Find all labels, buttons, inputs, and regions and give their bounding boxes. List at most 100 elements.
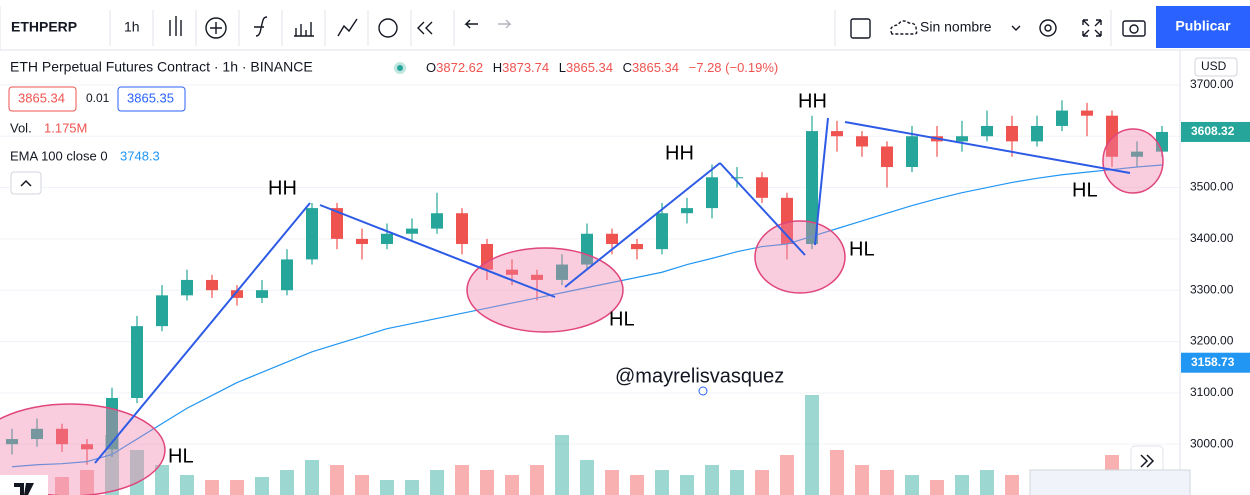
candle-body <box>1156 131 1168 152</box>
candle-body <box>81 444 93 450</box>
redo-icon <box>498 19 512 29</box>
volume-bar <box>230 480 244 495</box>
alert-icon[interactable] <box>378 18 398 38</box>
volume-bar <box>505 475 519 495</box>
logo <box>14 483 34 495</box>
volume-bar <box>80 470 94 495</box>
y-tick-label: 3700.00 <box>1190 77 1234 91</box>
candle-body <box>581 233 593 265</box>
candle-body <box>656 213 668 250</box>
dropdown-icon[interactable] <box>1011 25 1021 31</box>
candle-body <box>206 279 218 291</box>
candle-body <box>381 233 393 245</box>
ema-label: EMA 100 close 0 <box>10 148 108 163</box>
price-axis <box>1180 50 1250 495</box>
y-tick-label: 3400.00 <box>1190 231 1234 245</box>
candle-body <box>706 177 718 209</box>
settings-icon[interactable] <box>1039 19 1057 37</box>
candle-body <box>1006 125 1018 142</box>
cloud-icon <box>890 20 918 35</box>
bid: 3865.34 <box>18 90 65 105</box>
candle-body <box>6 439 18 445</box>
fullscreen-icon[interactable] <box>1082 19 1102 37</box>
volume-bar <box>580 460 594 495</box>
drawings <box>0 128 1164 495</box>
publish-button[interactable] <box>1156 6 1250 48</box>
price-tag-label: 3608.32 <box>1191 124 1235 138</box>
ema-line <box>11 164 1163 468</box>
annotation: HL <box>168 445 194 467</box>
trend-line <box>94 202 311 464</box>
volume-bar <box>105 435 119 495</box>
candle-body <box>356 238 368 245</box>
volume-bar <box>630 475 644 495</box>
volume-bar <box>480 470 494 495</box>
separators <box>109 10 1112 46</box>
trend-lines <box>94 117 1131 464</box>
volume-bar <box>280 470 294 495</box>
candle-body <box>131 326 143 398</box>
volume-bar <box>880 470 894 495</box>
trend-line <box>844 121 1131 174</box>
candle-body <box>456 213 468 245</box>
volume-bar <box>455 465 469 495</box>
function-icon[interactable] <box>254 16 268 37</box>
camera-icon[interactable] <box>1122 20 1146 37</box>
candle-body <box>856 136 868 147</box>
value: 3873.74 <box>502 60 549 75</box>
interval[interactable]: 1h <box>124 19 140 35</box>
trend-line <box>719 162 806 256</box>
candle-body <box>981 125 993 137</box>
publish-label: Publicar <box>1175 18 1231 34</box>
candles-icon[interactable] <box>169 16 182 36</box>
candle-body <box>631 244 643 250</box>
bottom-toolbar <box>1029 469 1191 495</box>
currency-button[interactable] <box>1194 57 1238 77</box>
sell-button[interactable] <box>8 86 77 112</box>
label: C <box>623 60 632 75</box>
volume-bar <box>305 460 319 495</box>
y-tick-label: 3500.00 <box>1190 180 1234 194</box>
compare-icon[interactable] <box>337 18 358 37</box>
volume-bar <box>55 477 69 495</box>
layout-name[interactable]: Sin nombre <box>920 19 992 35</box>
templates-icon[interactable] <box>294 22 314 37</box>
y-tick-label: 3100.00 <box>1190 385 1234 399</box>
candle-body <box>256 290 268 298</box>
volume-bar <box>805 395 819 495</box>
layout-icon[interactable] <box>850 18 871 39</box>
y-tick-label: 3000.00 <box>1190 436 1234 450</box>
toolbar <box>0 0 1250 50</box>
replay-icon[interactable] <box>417 21 433 35</box>
candle-body <box>106 397 118 450</box>
value: 3865.34 <box>632 60 679 75</box>
candle-body <box>431 213 443 229</box>
volume-bar <box>855 465 869 495</box>
indicator-icon[interactable] <box>205 17 227 39</box>
trend-line <box>564 162 721 288</box>
value: 3865.34 <box>566 60 613 75</box>
volume-bar <box>905 475 919 495</box>
candle-body <box>1081 110 1093 116</box>
price-tag-label: 3158.73 <box>1191 355 1235 369</box>
status-dot <box>397 65 403 71</box>
candle-body <box>281 259 293 291</box>
candle-body <box>1131 151 1143 157</box>
undo-icon[interactable] <box>464 19 478 29</box>
volume-bar <box>780 455 794 495</box>
candle-body <box>231 290 243 298</box>
ask: 3865.35 <box>127 90 174 105</box>
legend: ETH Perpetual Futures Contract · 1h · BI… <box>8 59 778 195</box>
anchor-point <box>698 386 708 396</box>
volume-bar <box>1005 475 1019 495</box>
volume-bar <box>405 480 419 495</box>
candle-body <box>56 428 68 445</box>
symbol[interactable]: ETHPERP <box>11 19 77 35</box>
volume-bar <box>180 475 194 495</box>
collapse-button[interactable] <box>10 171 42 195</box>
buy-button[interactable] <box>117 86 186 112</box>
volume-bar <box>155 465 169 495</box>
candle-body <box>1031 125 1043 142</box>
label: L <box>559 60 566 75</box>
